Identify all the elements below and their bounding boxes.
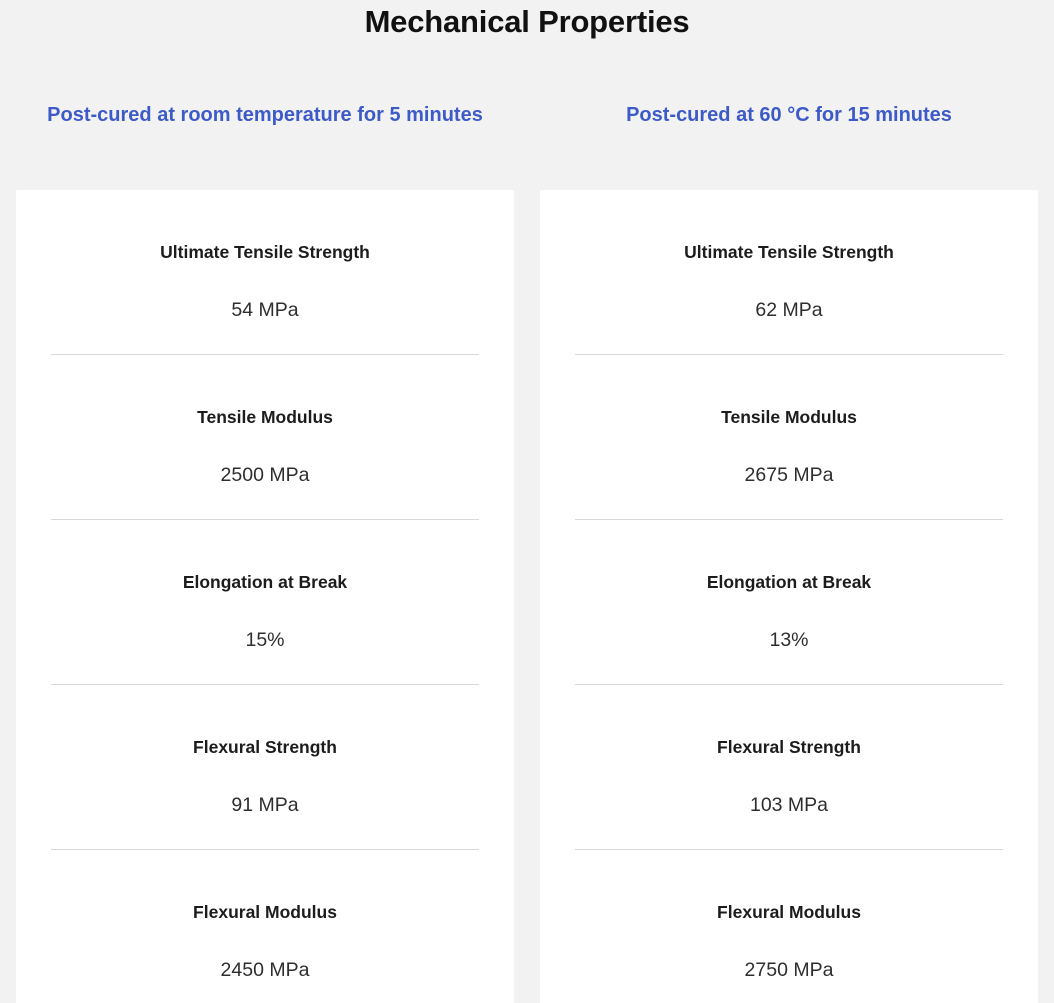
column-header: Post-cured at 60 °C for 15 minutes (626, 104, 952, 126)
row-divider (51, 849, 479, 850)
property-row: Tensile Modulus 2500 MPa (16, 355, 514, 519)
property-value: 2450 MPa (220, 959, 310, 981)
row-divider (575, 354, 1003, 355)
property-label: Tensile Modulus (721, 407, 857, 427)
property-label: Flexural Strength (193, 737, 337, 757)
property-row: Ultimate Tensile Strength 62 MPa (540, 190, 1038, 354)
property-value: 2675 MPa (744, 464, 834, 486)
property-value: 13% (769, 629, 809, 651)
row-divider (575, 519, 1003, 520)
property-label: Ultimate Tensile Strength (684, 242, 894, 262)
property-label: Ultimate Tensile Strength (160, 242, 370, 262)
row-divider (51, 354, 479, 355)
property-value: 103 MPa (749, 794, 829, 816)
row-divider (51, 684, 479, 685)
property-column: Post-cured at 60 °C for 15 minutes Ultim… (540, 95, 1038, 1003)
property-row: Elongation at Break 15% (16, 520, 514, 684)
page-title: Mechanical Properties (364, 4, 690, 39)
property-label: Elongation at Break (182, 572, 348, 592)
row-divider (575, 849, 1003, 850)
property-column: Post-cured at room temperature for 5 min… (16, 95, 514, 1003)
property-row: Elongation at Break 13% (540, 520, 1038, 684)
property-row: Flexural Strength 103 MPa (540, 685, 1038, 849)
property-label: Flexural Modulus (193, 902, 337, 922)
property-value: 2750 MPa (744, 959, 834, 981)
property-value: 2500 MPa (220, 464, 310, 486)
property-card: Ultimate Tensile Strength 54 MPa Tensile… (16, 190, 514, 1003)
columns: Post-cured at room temperature for 5 min… (0, 95, 1054, 1003)
property-value: 54 MPa (231, 299, 299, 321)
property-label: Flexural Strength (717, 737, 861, 757)
row-divider (575, 684, 1003, 685)
property-row: Ultimate Tensile Strength 54 MPa (16, 190, 514, 354)
property-label: Tensile Modulus (197, 407, 333, 427)
property-label: Elongation at Break (706, 572, 872, 592)
property-card: Ultimate Tensile Strength 62 MPa Tensile… (540, 190, 1038, 1003)
column-header: Post-cured at room temperature for 5 min… (47, 104, 483, 126)
property-value: 62 MPa (755, 299, 823, 321)
property-row: Flexural Modulus 2450 MPa (16, 850, 514, 1003)
property-value: 91 MPa (231, 794, 299, 816)
property-label: Flexural Modulus (717, 902, 861, 922)
row-divider (51, 519, 479, 520)
property-row: Flexural Strength 91 MPa (16, 685, 514, 849)
property-row: Tensile Modulus 2675 MPa (540, 355, 1038, 519)
property-row: Flexural Modulus 2750 MPa (540, 850, 1038, 1003)
property-value: 15% (245, 629, 285, 651)
